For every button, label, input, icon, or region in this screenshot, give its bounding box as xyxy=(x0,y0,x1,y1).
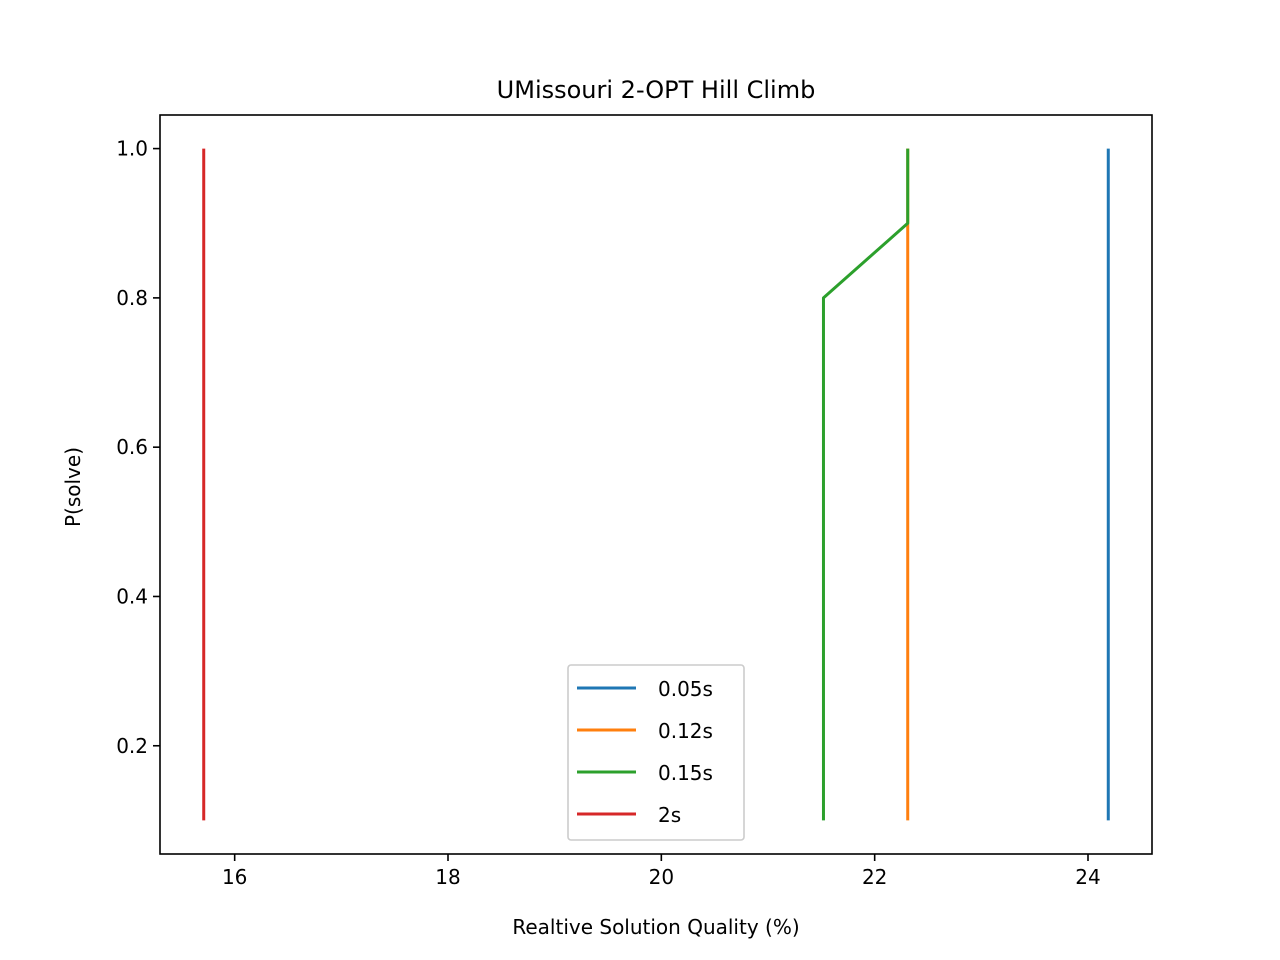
x-tick-label: 18 xyxy=(435,865,460,889)
y-tick-label: 0.8 xyxy=(116,286,148,310)
x-tick-label: 22 xyxy=(862,865,887,889)
x-tick-label: 24 xyxy=(1075,865,1100,889)
y-axis-ticks: 0.2 0.4 0.6 0.8 1.0 xyxy=(116,137,160,758)
chart-title: UMissouri 2-OPT Hill Climb xyxy=(497,76,816,104)
legend-entries: 0.05s 0.12s 0.15s 2s xyxy=(577,677,713,827)
plot-lines xyxy=(202,148,1110,821)
y-tick-label: 0.4 xyxy=(116,584,148,608)
x-tick-label: 16 xyxy=(222,865,247,889)
x-tick-label: 20 xyxy=(649,865,674,889)
y-tick-label: 0.6 xyxy=(116,435,148,459)
x-axis-ticks: 16 18 20 22 24 xyxy=(222,854,1101,889)
series-line-2 xyxy=(821,148,910,821)
legend-label-2: 0.15s xyxy=(658,761,713,785)
legend-box xyxy=(567,664,745,841)
legend-label-3: 2s xyxy=(658,803,681,827)
y-axis-label: P(solve) xyxy=(61,447,85,527)
legend: 0.05s 0.12s 0.15s 2s xyxy=(567,664,745,841)
x-axis-label: Realtive Solution Quality (%) xyxy=(512,915,799,939)
legend-label-0: 0.05s xyxy=(658,677,713,701)
y-tick-label: 1.0 xyxy=(116,137,148,161)
y-tick-label: 0.2 xyxy=(116,734,148,758)
plot-frame xyxy=(159,114,1153,855)
legend-label-1: 0.12s xyxy=(658,719,713,743)
